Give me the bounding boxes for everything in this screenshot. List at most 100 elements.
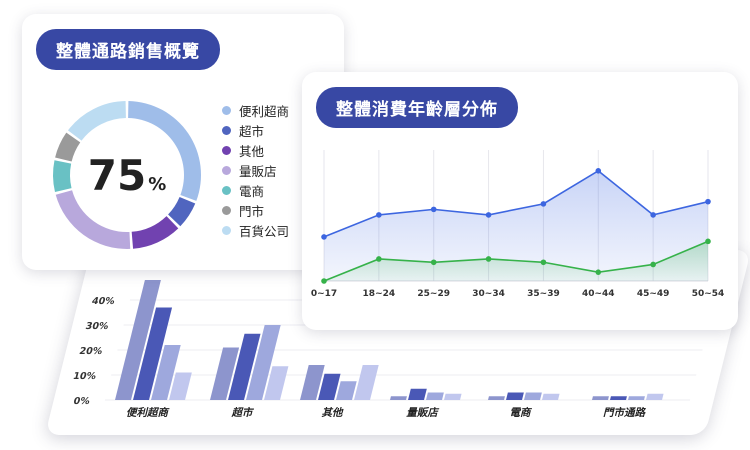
bar-category-label: 便利超商 (125, 406, 171, 419)
legend-swatch (222, 185, 231, 195)
legend-item: 量販店 (222, 160, 289, 180)
bar (542, 393, 560, 400)
legend-item: 其他 (222, 140, 289, 160)
line-point (540, 259, 547, 266)
legend-label: 便利超商 (239, 103, 290, 119)
line-point (650, 212, 656, 218)
legend-item: 電商 (222, 180, 289, 200)
legend-label: 其他 (239, 143, 265, 159)
bar (246, 325, 281, 400)
line-area (324, 170, 708, 281)
bar (299, 365, 325, 400)
donut-center-unit: % (148, 173, 167, 195)
bar (353, 365, 379, 400)
legend-label: 超市 (239, 123, 265, 139)
legend-swatch (222, 125, 231, 135)
bar (408, 388, 427, 400)
legend-swatch (222, 165, 231, 175)
line-point (540, 201, 547, 207)
legend-swatch (222, 225, 231, 235)
line-point (595, 269, 602, 275)
donut-center-value: 75 (87, 150, 147, 200)
bar (592, 396, 609, 400)
line-point (321, 234, 327, 240)
legend-item: 便利超商 (222, 100, 289, 120)
bar (115, 280, 161, 400)
bar-category-label: 超市 (230, 406, 256, 419)
bar (609, 396, 627, 400)
donut-slice (131, 216, 179, 249)
donut-slice (168, 196, 196, 227)
legend-item: 超市 (222, 120, 289, 140)
line-x-tick-label: 25~29 (417, 289, 450, 299)
legend-item: 百貨公司 (222, 220, 289, 240)
bar-y-tick-label: 40% (91, 296, 117, 307)
line-x-tick-label: 50~54 (692, 289, 725, 299)
bar (318, 373, 341, 400)
bar-y-tick-label: 30% (84, 321, 110, 332)
line-x-tick-label: 30~34 (472, 289, 505, 299)
bar-y-tick-label: 0% (72, 396, 91, 407)
bar-category-label: 電商 (509, 406, 534, 419)
legend-label: 量販店 (239, 163, 277, 179)
bar-category-label: 量販店 (406, 406, 441, 419)
age-distribution-card: 0~17 18~24 25~29 30~34 35~39 40~44 45~49 50~54 … (302, 72, 738, 330)
line-series (323, 169, 709, 238)
line-point (595, 168, 602, 174)
bar (169, 372, 192, 400)
line-series (323, 240, 709, 282)
legend-swatch (222, 145, 231, 155)
bar (444, 393, 462, 400)
bar-category-label: 其他 (321, 406, 346, 419)
bar (646, 393, 664, 400)
line-point (321, 278, 327, 284)
bar (228, 333, 261, 400)
legend-label: 百貨公司 (239, 223, 290, 239)
line-point (485, 212, 492, 218)
bar-y-tick-label: 20% (78, 346, 104, 357)
line-point (430, 206, 437, 213)
donut-slice (67, 101, 126, 141)
line-point (650, 261, 656, 268)
donut-slice (128, 101, 201, 201)
bar-y-tick-label: 10% (72, 371, 98, 382)
legend-swatch (222, 205, 231, 215)
bar (264, 366, 289, 400)
donut-center-label: 75 % (42, 90, 212, 260)
line-point (705, 238, 711, 245)
line-x-tick-label: 18~24 (363, 289, 396, 299)
line-point (705, 198, 711, 205)
donut-slice (55, 190, 131, 249)
line-x-tick-label: 0~17 (311, 289, 337, 299)
bar (335, 381, 357, 400)
bar (524, 392, 542, 400)
donut-chart (52, 101, 201, 249)
bar (488, 396, 505, 400)
line-point (485, 256, 492, 262)
line-x-tick-label: 45~49 (637, 289, 670, 299)
bar (390, 396, 407, 400)
bar (425, 392, 444, 400)
donut-slice (52, 160, 72, 193)
bar (151, 345, 181, 400)
legend-label: 電商 (239, 183, 265, 199)
line-point (430, 259, 437, 266)
bar (210, 347, 240, 400)
channel-overview-title: 整體通路銷售概覽 (36, 29, 220, 70)
donut-legend: 便利超商超市其他量販店電商門市百貨公司 (222, 100, 289, 240)
bar (627, 396, 645, 400)
line-x-tick-label: 40~44 (582, 289, 615, 299)
legend-item: 門市 (222, 200, 289, 220)
line-point (376, 212, 382, 218)
bar (133, 307, 173, 400)
donut-slice (55, 132, 81, 162)
channel-overview-card: 整體通路銷售概覽 75 % 便利超商超市其他量販店電商門市百貨公司 (22, 14, 344, 270)
line-chart: 0~17 18~24 25~29 30~34 35~39 40~44 45~49 50~54 (311, 150, 725, 299)
line-point (376, 256, 382, 262)
line-x-tick-label: 35~39 (527, 289, 560, 299)
legend-label: 門市 (239, 203, 265, 219)
bar (505, 392, 524, 400)
bar-category-label: 門市通路 (602, 406, 648, 419)
age-distribution-title: 整體消費年齡層分佈 (316, 87, 518, 128)
